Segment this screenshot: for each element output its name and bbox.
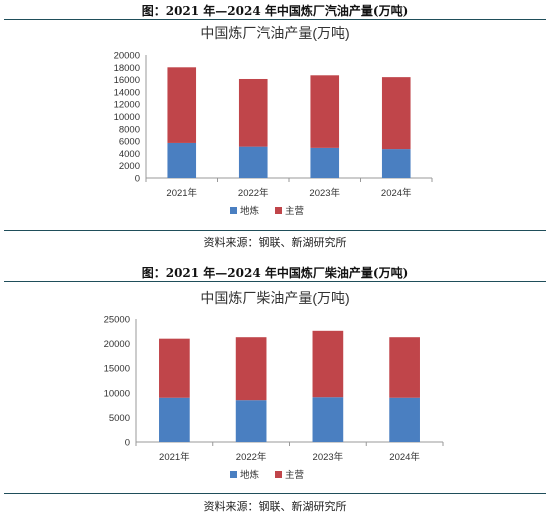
- x-tick-label: 2024年: [381, 187, 412, 199]
- y-tick-label: 25000: [104, 315, 130, 326]
- x-tick-label: 2024年: [389, 451, 420, 463]
- y-tick-label: 20000: [104, 339, 130, 350]
- y-tick-label: 5000: [109, 413, 130, 424]
- y-tick-label: 12000: [114, 100, 140, 111]
- bar-dilian: [310, 147, 340, 178]
- y-tick-label: 16000: [114, 75, 140, 86]
- source-note-gasoline: 资料来源：钢联、新湖研究所: [203, 236, 347, 249]
- y-tick-label: 18000: [114, 63, 140, 74]
- x-tick-label: 2023年: [313, 451, 344, 463]
- bar-dilian: [312, 397, 344, 442]
- y-tick-label: 14000: [114, 87, 140, 98]
- x-tick-label: 2023年: [309, 187, 340, 199]
- chart-title: 中国炼厂柴油产量(万吨): [200, 290, 349, 306]
- legend-label: 地炼: [240, 205, 260, 217]
- y-tick-label: 15000: [104, 364, 130, 375]
- legend-swatch: [230, 207, 237, 214]
- bar-zhuying: [238, 78, 268, 147]
- legend-label: 地炼: [240, 469, 260, 481]
- source-rule: [4, 230, 546, 231]
- source-note-diesel: 资料来源：钢联、新湖研究所: [203, 500, 347, 513]
- x-tick-label: 2022年: [238, 187, 269, 199]
- bar-zhuying: [389, 337, 420, 398]
- bar-zhuying: [312, 330, 344, 398]
- bar-dilian: [389, 397, 420, 442]
- legend-label: 主营: [285, 205, 304, 217]
- bar-zhuying: [167, 67, 197, 143]
- y-tick-label: 10000: [104, 388, 130, 399]
- y-tick-label: 10000: [114, 112, 140, 123]
- diesel-chart: 中国炼厂柴油产量(万吨) 0 5000 10000 15000 20000 25000 202…: [104, 290, 444, 481]
- caption-rule: [4, 281, 546, 282]
- y-tick-label: 2000: [119, 161, 140, 172]
- y-tick-label: 4000: [119, 149, 140, 160]
- legend-swatch: [275, 207, 282, 214]
- x-tick-label: 2021年: [166, 187, 197, 199]
- y-tick-label: 0: [135, 174, 140, 185]
- bar-dilian: [167, 142, 197, 178]
- caption-rule: [4, 19, 546, 20]
- y-tick-label: 0: [125, 438, 130, 449]
- legend-swatch: [275, 471, 282, 478]
- x-tick-label: 2022年: [236, 451, 267, 463]
- bar-zhuying: [159, 338, 190, 398]
- y-tick-label: 6000: [119, 137, 140, 148]
- bar-dilian: [381, 149, 411, 178]
- x-tick-label: 2021年: [159, 451, 190, 463]
- figure-caption-diesel: 图：2021 年—2024 年中国炼厂柴油产量(万吨): [141, 266, 409, 280]
- chart-title: 中国炼厂汽油产量(万吨): [200, 25, 349, 41]
- bar-dilian: [238, 146, 268, 178]
- bar-zhuying: [310, 75, 340, 148]
- source-rule: [4, 493, 546, 494]
- bar-zhuying: [235, 337, 267, 401]
- legend-label: 主营: [285, 469, 304, 481]
- figure-caption-gasoline: 图：2021 年—2024 年中国炼厂汽油产量(万吨): [141, 4, 409, 18]
- y-tick-label: 8000: [119, 124, 140, 135]
- bar-dilian: [159, 397, 190, 442]
- legend-swatch: [230, 471, 237, 478]
- bar-zhuying: [381, 77, 411, 150]
- y-tick-label: 20000: [114, 51, 140, 62]
- bar-dilian: [235, 400, 267, 442]
